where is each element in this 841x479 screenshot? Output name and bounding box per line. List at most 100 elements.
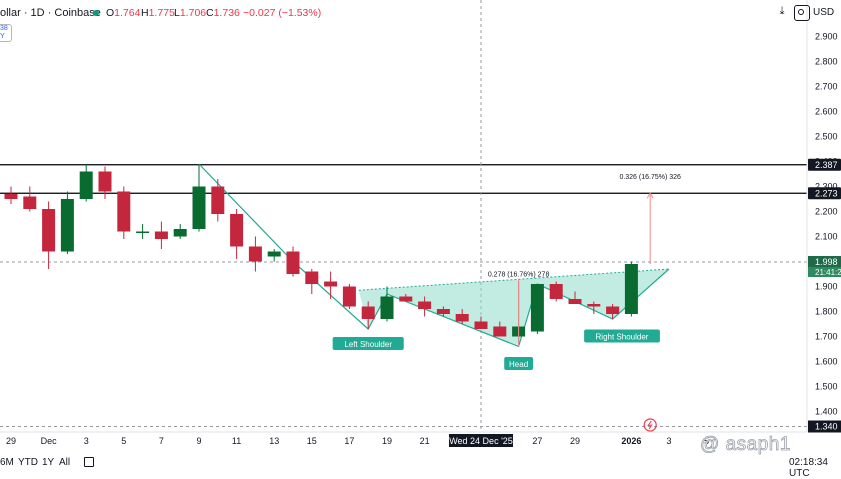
bottom-price-tag (808, 420, 841, 433)
date-tick-label: 29 (570, 436, 580, 446)
bottom-price-label: 1.340 (815, 422, 838, 432)
currency-selector[interactable]: USD (813, 7, 835, 18)
price-tick-label: 2.300 (815, 182, 838, 192)
snapshot-icon[interactable] (794, 5, 810, 21)
price-axis: 1.4001.5001.6001.7001.8001.9002.0002.100… (806, 0, 841, 433)
timeframe-1y[interactable]: 1Y (42, 457, 55, 468)
candle-body (42, 209, 56, 252)
timeframe-all[interactable]: All (59, 457, 71, 468)
price-tick-label: 1.800 (815, 307, 838, 317)
countdown-tag (808, 267, 841, 277)
candle-body (587, 304, 601, 307)
date-tick-label: 13 (269, 436, 279, 446)
date-tick-label: Dec (41, 436, 58, 446)
price-tick-label: 1.500 (815, 382, 838, 392)
alert-bolt-icon (647, 420, 653, 430)
price-tick-label: 1.900 (815, 282, 838, 292)
price-tick-label: 2.800 (815, 57, 838, 67)
candle-body (324, 281, 338, 287)
candle-body (436, 309, 450, 314)
annotation-label: Left Shoulder (344, 340, 392, 349)
target-arrow-head (646, 192, 654, 199)
candle-body (192, 186, 206, 229)
timeframe-6m[interactable]: 6M (0, 457, 14, 468)
candle-body (399, 296, 413, 302)
candle-body (4, 194, 18, 199)
candle-body (98, 171, 112, 192)
time-axis: 29 Dec 3 5 7 9 11 13 15 17 19 21 27 29 2026 3 5 Wed 24 De… (0, 431, 807, 447)
price-tick-label: 2.500 (815, 132, 838, 142)
price-tick-label: 2.900 (815, 32, 838, 42)
candle-body (455, 314, 469, 322)
date-tick-label: 11 (232, 436, 241, 446)
measurement-label: 0.326 (16.75%) 326 (619, 174, 681, 181)
date-tick-label: 7 (159, 436, 164, 446)
timeframe-ytd[interactable]: YTD (18, 457, 38, 468)
ohlc-low: L1.706 (174, 7, 207, 19)
price-tick-label: 1.700 (815, 332, 838, 342)
date-tick-label: 2026 (621, 436, 641, 446)
watermark: @ asaph1 (700, 434, 791, 456)
candle-body (361, 306, 375, 319)
date-tick-label: 19 (382, 436, 392, 446)
pattern-fill-area (358, 269, 669, 347)
annotation-pill (504, 357, 533, 370)
ohlc-close: C1.736 (206, 7, 240, 19)
symbol-title[interactable]: ollar · 1D · Coinbase (0, 7, 101, 19)
candle-body (117, 191, 131, 232)
date-tick-label: 17 (344, 436, 354, 446)
utc-clock: 02:18:34 UTC (789, 457, 828, 479)
candle-body (606, 306, 620, 314)
date-tick-label: 5 (704, 436, 709, 446)
price-tick-label: 1.400 (815, 407, 838, 417)
indicator-badge[interactable]: 38 Y (0, 24, 12, 42)
measurement-label: 0.278 (16.76%) 278 (488, 272, 550, 279)
candlestick-series (4, 164, 638, 344)
candle-body (60, 199, 74, 252)
price-tick-label: 2.100 (815, 232, 838, 242)
price-tick-label: 2.700 (815, 82, 838, 92)
price-tick-label: 2.600 (815, 107, 838, 117)
candle-body (286, 251, 300, 274)
candle-body (380, 296, 394, 319)
date-tick-label: 5 (121, 436, 126, 446)
candle-body (474, 321, 488, 329)
candle-body (624, 264, 638, 314)
download-icon[interactable]: ⤓ (779, 5, 785, 17)
candle-body (530, 284, 544, 332)
level-price-label: 2.273 (815, 188, 838, 198)
calendar-icon[interactable] (84, 457, 94, 467)
alert-icon (643, 418, 657, 432)
market-status-dot (93, 10, 99, 16)
candle-body (230, 214, 244, 247)
candle-body (79, 171, 93, 199)
crosshair-date-tag (449, 434, 513, 447)
annotation-label: Head (509, 360, 528, 369)
date-tick-label: 27 (532, 436, 542, 446)
candle-body (549, 284, 563, 299)
crosshair-price-label: 1.998 (815, 257, 838, 267)
level-price-tag (808, 158, 841, 171)
candle-body (418, 301, 432, 309)
date-tick-label: 3 (666, 436, 671, 446)
level-price-tag (808, 187, 841, 200)
candle-body (136, 231, 150, 233)
candle-body (568, 299, 582, 304)
candle-body (173, 229, 187, 237)
chart-overlay: 0.278 (16.76%) 278 0.326 (16.75%) 326 Left… (332, 174, 681, 432)
countdown-label: 21:41:26 (815, 268, 841, 277)
candle-body (23, 196, 37, 209)
annotation-pill (584, 329, 660, 343)
price-tick-label: 1.600 (815, 357, 838, 367)
date-tick-label: 3 (84, 436, 89, 446)
annotation-label: Right Shoulder (596, 333, 649, 342)
chart-header: 38 Y ollar · 1D · Coinbase O1.764 H1.775 … (0, 0, 841, 42)
level-price-label: 2.387 (815, 160, 838, 170)
crosshair-date-label: Wed 24 Dec '25 (449, 436, 513, 446)
candle-body (493, 326, 507, 337)
ohlc-open: O1.764 (106, 7, 141, 19)
candle-body (342, 286, 356, 307)
date-tick-label: 9 (196, 436, 201, 446)
ohlc-change: −0.027 (−1.53%) (243, 7, 322, 19)
